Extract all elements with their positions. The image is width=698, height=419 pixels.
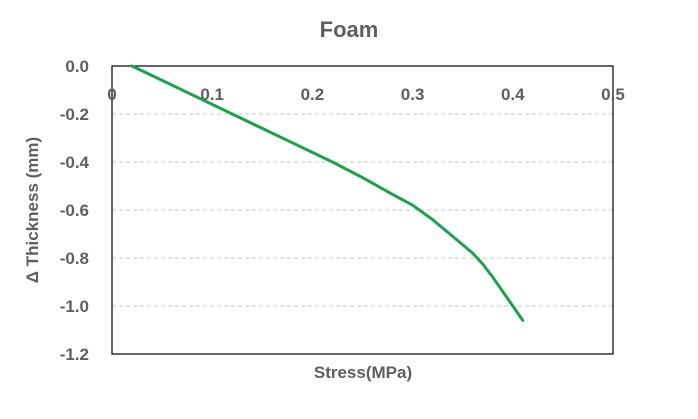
- y-tick-label: 0.0: [65, 57, 89, 76]
- series-line: [130, 64, 525, 322]
- y-tick-label: -0.4: [60, 153, 90, 172]
- y-tick-label: -0.6: [60, 201, 89, 220]
- chart-title: Foam: [320, 17, 379, 42]
- plot-area-frame: [111, 65, 614, 355]
- y-tick-label: -1.2: [60, 345, 89, 364]
- series-group: [130, 64, 525, 322]
- y-tick-labels: 0.0 -0.2 -0.4 -0.6 -0.8 -1.0 -1.2: [60, 57, 90, 364]
- x-tick-label: 0.3: [401, 85, 425, 104]
- x-tick-label: 0.2: [301, 85, 325, 104]
- y-axis-label: Δ Thickness (mm): [23, 137, 42, 283]
- y-tick-label: -1.0: [60, 297, 89, 316]
- y-tick-label: -0.2: [60, 105, 89, 124]
- x-axis-label: Stress(MPa): [314, 363, 412, 382]
- x-tick-label: 0.1: [200, 85, 224, 104]
- x-tick-label: 0.5: [601, 85, 625, 104]
- grid-lines: [112, 113, 613, 307]
- x-tick-label: 0: [107, 85, 116, 104]
- x-tick-labels: 0 0.1 0.2 0.3 0.4 0.5: [107, 85, 625, 104]
- y-tick-label: -0.8: [60, 249, 89, 268]
- x-tick-label: 0.4: [501, 85, 525, 104]
